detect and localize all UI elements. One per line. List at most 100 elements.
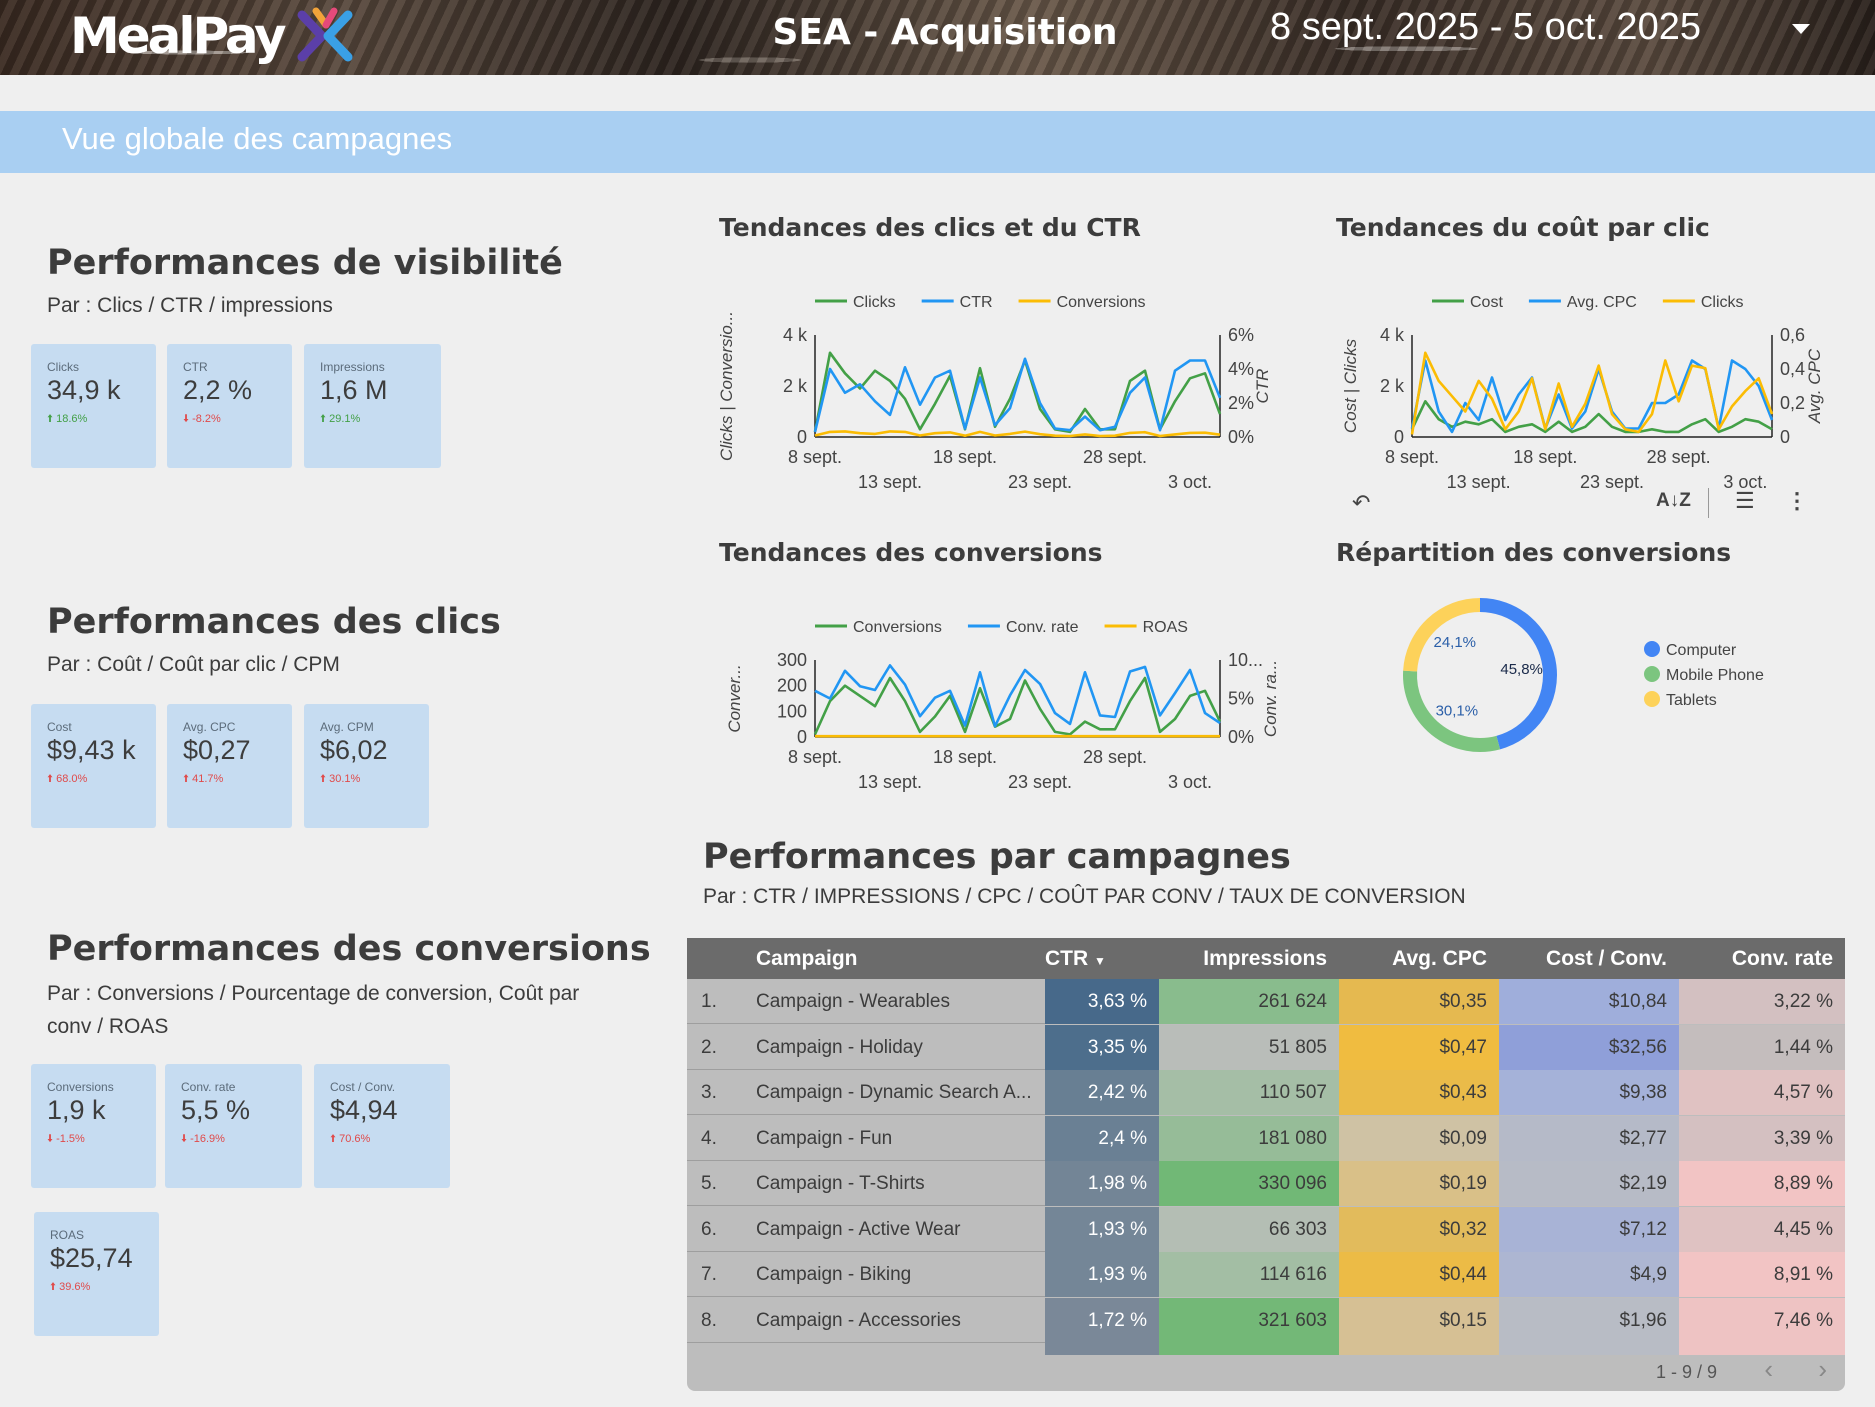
legend-label[interactable]: ROAS xyxy=(1143,619,1188,636)
conversions-subtitle: Par : Conversions / Pourcentage de conve… xyxy=(47,982,580,1038)
legend-label[interactable]: Conversions xyxy=(1057,294,1146,311)
row-number: 4. xyxy=(701,1127,717,1149)
cell-impr: 330 096 xyxy=(1159,1161,1339,1206)
y-axis-right-title: CTR xyxy=(1253,369,1272,404)
table-row[interactable]: 6. Campaign - Active Wear 1,93 % 66 303 $0,3… xyxy=(687,1206,1845,1252)
kpi-card-impressions[interactable]: Impressions 1,6 M 🠩 29.1% xyxy=(304,344,441,468)
kpi-delta-value: 70.6% xyxy=(339,1133,371,1145)
series-line-cost[interactable] xyxy=(1410,400,1773,434)
toolbar-divider xyxy=(1708,488,1709,518)
series-line-conversions[interactable] xyxy=(814,430,1221,438)
y-axis-left-title: Clicks | Conversio... xyxy=(717,311,736,461)
visibility-title: Performances de visibilité xyxy=(47,243,563,283)
legend-label[interactable]: Computer xyxy=(1666,642,1737,659)
kpi-card-roas[interactable]: ROAS $25,74 🠩 39.6% xyxy=(34,1212,159,1336)
chart-clicks-ctr[interactable]: Clicks CTR Conversions 4 k 2 k 0 6% 4% 2% 0% Click… xyxy=(710,285,1300,505)
cell-campaign[interactable]: Campaign - Accessories xyxy=(756,1309,961,1331)
campaign-table: Campaign CTR ▼ Impressions Avg. CPC Cost… xyxy=(687,938,1845,1391)
legend-label[interactable]: Mobile Phone xyxy=(1666,667,1764,684)
kpi-delta-value: 68.0% xyxy=(56,773,88,785)
kpi-label: Cost xyxy=(47,720,72,734)
cell-campaign[interactable]: Campaign - Holiday xyxy=(756,1036,923,1058)
chart-conversions-title: Tendances des conversions xyxy=(719,538,1103,567)
col-conv-rate[interactable]: Conv. rate xyxy=(1731,947,1833,970)
table-row[interactable]: 3. Campaign - Dynamic Search A... 2,42 % 11… xyxy=(687,1070,1845,1115)
donut-slice-tablets[interactable] xyxy=(1403,598,1481,672)
visibility-subtitle: Par : Clics / CTR / impressions xyxy=(47,294,333,317)
kpi-card-avg-cpc[interactable]: Avg. CPC $0,27 🠩 41.7% xyxy=(167,704,292,828)
kpi-card-ctr[interactable]: CTR 2,2 % 🠫 -8.2% xyxy=(167,344,292,468)
cell-campaign[interactable]: Campaign - Fun xyxy=(756,1127,893,1149)
sort-az-icon[interactable]: A↓Z xyxy=(1656,490,1691,511)
chevron-left-icon[interactable]: ‹ xyxy=(1764,1354,1773,1384)
y-tick-right: 6% xyxy=(1228,325,1254,345)
table-row[interactable]: 5. Campaign - T-Shirts 1,98 % 330 096 $0,19 $… xyxy=(687,1161,1845,1206)
x-tick: 3 oct. xyxy=(1168,772,1212,792)
col-impressions[interactable]: Impressions xyxy=(1203,947,1327,970)
kpi-card-clicks[interactable]: Clicks 34,9 k 🠩 18.6% xyxy=(31,344,156,468)
legend-label[interactable]: Tablets xyxy=(1666,692,1717,709)
table-row[interactable]: 4. Campaign - Fun 2,4 % 181 080 $0,09 $2,77 3,… xyxy=(687,1115,1845,1161)
cell-campaign[interactable]: Campaign - Biking xyxy=(756,1264,912,1285)
cell-cpc: $0,43 xyxy=(1339,1070,1499,1115)
cell-campaign[interactable]: Campaign - Wearables xyxy=(756,991,950,1012)
legend-label[interactable]: Clicks xyxy=(853,294,896,311)
arrow-up-icon: 🠩 xyxy=(320,413,330,425)
col-campaign[interactable]: Campaign xyxy=(756,947,858,970)
cell-cpc: $0,44 xyxy=(1339,1252,1499,1297)
kpi-delta-value: 30.1% xyxy=(329,773,361,785)
legend-label[interactable]: Cost xyxy=(1470,294,1503,311)
table-row[interactable]: 2. Campaign - Holiday 3,35 % 51 805 $0,47 $32… xyxy=(687,1024,1845,1070)
series-line-conv-rate[interactable] xyxy=(814,664,1221,728)
kpi-card-conversions[interactable]: Conversions 1,9 k 🠫 -1.5% xyxy=(31,1064,156,1188)
filter-icon[interactable]: ☰ xyxy=(1735,488,1755,513)
kpi-label: CTR xyxy=(183,360,208,374)
kpi-delta: 🠩 68.0% xyxy=(47,770,87,789)
sort-desc-icon[interactable]: ▼ xyxy=(1094,954,1106,968)
reset-icon[interactable]: ↶ xyxy=(1352,490,1371,515)
chart-cpc[interactable]: Cost Avg. CPC Clicks 4 k 2 k 0 0,6 0,4 0,2 0 Cost … xyxy=(1334,285,1834,505)
chevron-right-icon[interactable]: › xyxy=(1818,1354,1827,1384)
series-line-ctr[interactable] xyxy=(813,357,1222,433)
kpi-delta-value: 39.6% xyxy=(59,1281,91,1293)
chart-repartition[interactable]: 45,8% 30,1% 24,1% Computer Mobile Phone Table… xyxy=(1380,585,1800,765)
y-tick-left: 2 k xyxy=(1380,376,1405,396)
donut-slice-mobile-phone[interactable] xyxy=(1403,670,1501,752)
table-row[interactable]: 8. Campaign - Accessories 1,72 % 321 603 $0,… xyxy=(687,1297,1845,1343)
kpi-card-conv-rate[interactable]: Conv. rate 5,5 % 🠫 -16.9% xyxy=(165,1064,302,1188)
donut-slice-computer[interactable] xyxy=(1479,598,1557,750)
series-line-clicks[interactable] xyxy=(813,351,1222,434)
y-tick-left: 0 xyxy=(1394,427,1404,447)
col-ctr[interactable]: CTR ▼ xyxy=(1045,938,1141,979)
cell-campaign[interactable]: Campaign - Dynamic Search A... xyxy=(756,1082,1032,1103)
y-tick-left: 0 xyxy=(797,427,807,447)
cell-rate: 1,44 % xyxy=(1679,1024,1845,1070)
chart-conversions[interactable]: Conversions Conv. rate ROAS 300 200 100 0 10...… xyxy=(710,610,1300,800)
table-row[interactable]: 1. Campaign - Wearables 3,63 % 261 624 $0,35… xyxy=(687,979,1845,1024)
legend-label[interactable]: CTR xyxy=(960,294,993,311)
legend-label[interactable]: Conv. rate xyxy=(1006,619,1079,636)
chevron-down-icon[interactable] xyxy=(1792,24,1810,34)
y-tick-right: 0% xyxy=(1228,727,1254,747)
kpi-card-avg-cpm[interactable]: Avg. CPM $6,02 🠩 30.1% xyxy=(304,704,429,828)
cell-campaign[interactable]: Campaign - Active Wear xyxy=(756,1218,961,1240)
col-cost-conv[interactable]: Cost / Conv. xyxy=(1546,947,1667,970)
chart-repartition-title: Répartition des conversions xyxy=(1336,538,1732,567)
cell-ctr: 1,72 % xyxy=(1045,1297,1159,1343)
col-avg-cpc[interactable]: Avg. CPC xyxy=(1392,947,1487,970)
date-range-picker[interactable]: 8 sept. 2025 - 5 oct. 2025 xyxy=(1270,6,1701,48)
legend-label[interactable]: Clicks xyxy=(1701,294,1744,311)
legend-label[interactable]: Conversions xyxy=(853,619,942,636)
table-row[interactable]: 7. Campaign - Biking 1,93 % 114 616 $0,44 $4,… xyxy=(687,1252,1845,1297)
cell-campaign[interactable]: Campaign - T-Shirts xyxy=(756,1173,925,1194)
legend-label[interactable]: Avg. CPC xyxy=(1567,294,1637,311)
arrow-up-icon: 🠩 xyxy=(47,773,57,785)
overview-banner: Vue globale des campagnes xyxy=(0,111,1875,173)
series-line-conversions[interactable] xyxy=(813,676,1222,736)
kpi-card-cost-per-conv[interactable]: Cost / Conv. $4,94 🠩 70.6% xyxy=(314,1064,450,1188)
row-number: 7. xyxy=(701,1264,717,1285)
kpi-label: Conv. rate xyxy=(181,1080,236,1094)
more-vert-icon[interactable]: ⋮ xyxy=(1786,488,1808,513)
kpi-card-cost[interactable]: Cost $9,43 k 🠩 68.0% xyxy=(31,704,156,828)
series-line-clicks[interactable] xyxy=(1410,351,1774,435)
